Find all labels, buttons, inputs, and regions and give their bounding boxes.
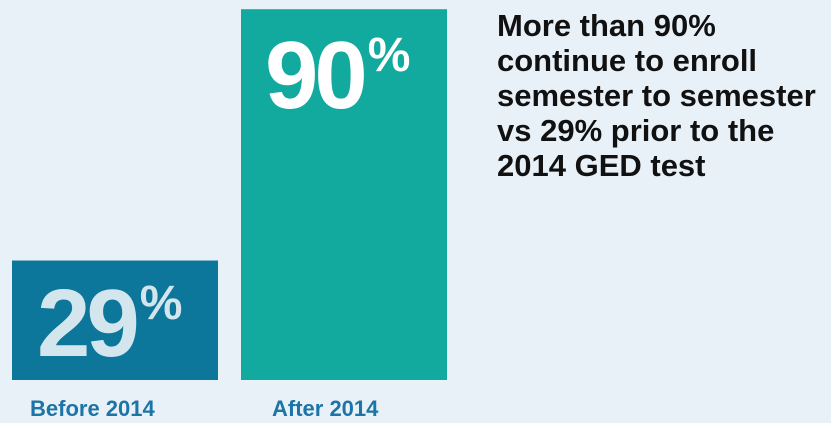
bar-value-number: 29 bbox=[37, 270, 140, 377]
bar-value-percent-sign: % bbox=[139, 277, 183, 330]
bar-value-number: 90 bbox=[265, 22, 368, 129]
bar-value-percent-sign: % bbox=[367, 29, 411, 82]
chart-annotation: More than 90% continue to enroll semeste… bbox=[497, 8, 816, 183]
category-label-after-2014: After 2014 bbox=[272, 396, 379, 421]
category-label-before-2014: Before 2014 bbox=[30, 396, 155, 421]
bar-before-2014 bbox=[12, 260, 218, 380]
bar-value-label-after-2014: 90 % bbox=[265, 28, 410, 124]
bar-value-label-before-2014: 29 % bbox=[37, 276, 182, 372]
bar-after-2014 bbox=[241, 9, 447, 380]
